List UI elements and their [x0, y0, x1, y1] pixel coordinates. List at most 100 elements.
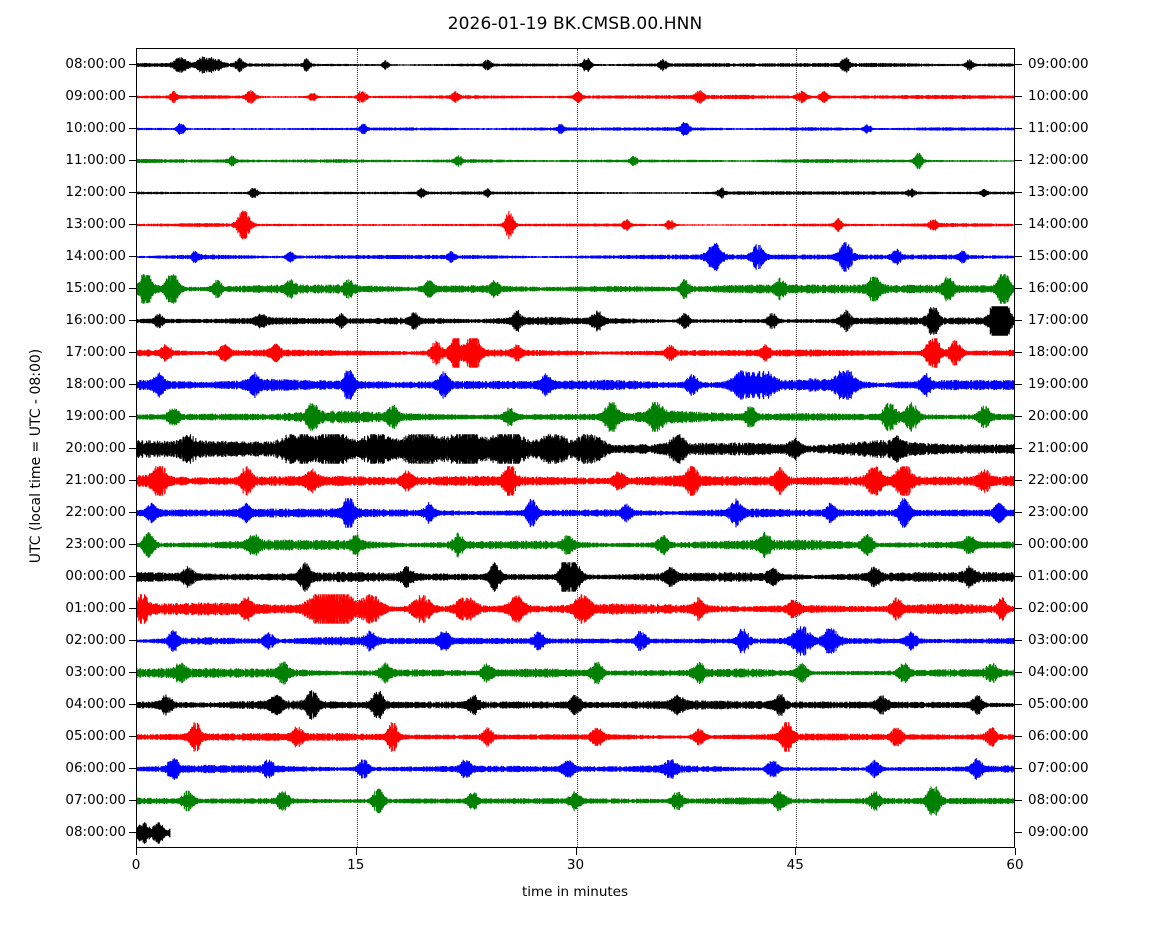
y-tick-left-4	[129, 192, 136, 193]
seismic-trace	[137, 242, 1014, 271]
x-tick-15	[355, 848, 357, 855]
seismic-trace	[137, 722, 1014, 751]
y-tick-left-17	[129, 608, 136, 609]
y-tick-left-20	[129, 704, 136, 705]
y-tick-right-5	[1015, 224, 1022, 225]
y-label-right-22: 07:00:00	[1028, 760, 1089, 776]
y-tick-left-18	[129, 640, 136, 641]
trace-row	[137, 97, 1014, 98]
y-tick-left-10	[129, 384, 136, 385]
y-label-right-23: 08:00:00	[1028, 792, 1089, 808]
y-label-right-9: 18:00:00	[1028, 344, 1089, 360]
y-label-left-14: 22:00:00	[65, 504, 126, 520]
x-label-15: 15	[347, 857, 365, 873]
seismic-trace	[137, 306, 1014, 335]
trace-row	[137, 801, 1014, 802]
y-label-right-13: 22:00:00	[1028, 472, 1089, 488]
y-label-left-18: 02:00:00	[65, 632, 126, 648]
y-label-right-16: 01:00:00	[1028, 568, 1089, 584]
trace-row	[137, 545, 1014, 546]
trace-row	[137, 129, 1014, 130]
y-label-right-19: 04:00:00	[1028, 664, 1089, 680]
y-label-left-9: 17:00:00	[65, 344, 126, 360]
seismic-trace	[137, 562, 1014, 591]
y-label-left-8: 16:00:00	[65, 312, 126, 328]
y-tick-left-8	[129, 320, 136, 321]
y-tick-left-0	[129, 64, 136, 65]
y-tick-left-5	[129, 224, 136, 225]
y-label-right-7: 16:00:00	[1028, 280, 1089, 296]
y-label-left-1: 09:00:00	[65, 88, 126, 104]
y-label-left-21: 05:00:00	[65, 728, 126, 744]
trace-row	[137, 321, 1014, 322]
y-label-left-22: 06:00:00	[65, 760, 126, 776]
y-tick-right-22	[1015, 768, 1022, 769]
seismic-trace	[137, 466, 1014, 495]
plot-area[interactable]	[136, 48, 1015, 848]
y-tick-right-15	[1015, 544, 1022, 545]
y-label-left-12: 20:00:00	[65, 440, 126, 456]
y-tick-left-15	[129, 544, 136, 545]
y-tick-right-1	[1015, 96, 1022, 97]
x-label-30: 30	[566, 857, 585, 873]
y-tick-left-22	[129, 768, 136, 769]
seismic-trace	[137, 187, 1014, 198]
seismic-trace	[137, 594, 1014, 623]
x-label-0: 0	[131, 857, 141, 873]
trace-row	[137, 65, 1014, 66]
y-tick-right-16	[1015, 576, 1022, 577]
y-tick-left-9	[129, 352, 136, 353]
y-label-left-4: 12:00:00	[65, 184, 126, 200]
seismic-trace	[137, 402, 1014, 431]
y-label-left-11: 19:00:00	[65, 408, 126, 424]
y-label-left-19: 03:00:00	[65, 664, 126, 680]
y-label-right-15: 00:00:00	[1028, 536, 1089, 552]
y-label-left-0: 08:00:00	[65, 56, 126, 72]
y-label-left-20: 04:00:00	[65, 696, 126, 712]
y-tick-left-12	[129, 448, 136, 449]
seismic-trace	[137, 153, 1014, 169]
y-label-right-14: 23:00:00	[1028, 504, 1089, 520]
y-label-left-24: 08:00:00	[65, 824, 126, 840]
y-tick-left-1	[129, 96, 136, 97]
y-label-right-5: 14:00:00	[1028, 216, 1089, 232]
y-tick-right-17	[1015, 608, 1022, 609]
seismic-trace	[137, 822, 170, 844]
trace-row	[137, 353, 1014, 354]
y-label-left-10: 18:00:00	[65, 376, 126, 392]
seismic-trace	[137, 211, 1014, 240]
y-label-left-7: 15:00:00	[65, 280, 126, 296]
y-tick-left-24	[129, 832, 136, 833]
y-label-left-15: 23:00:00	[65, 536, 126, 552]
trace-row	[137, 289, 1014, 290]
x-label-45: 45	[786, 857, 804, 873]
y-label-left-16: 00:00:00	[65, 568, 126, 584]
y-tick-right-12	[1015, 448, 1022, 449]
y-label-right-6: 15:00:00	[1028, 248, 1089, 264]
y-label-left-6: 14:00:00	[65, 248, 126, 264]
seismic-trace	[137, 370, 1014, 399]
y-tick-right-20	[1015, 704, 1022, 705]
y-tick-left-6	[129, 256, 136, 257]
x-label-60: 60	[1006, 857, 1024, 873]
trace-row	[137, 577, 1014, 578]
trace-row	[137, 609, 1014, 610]
trace-row	[137, 641, 1014, 642]
y-label-right-12: 21:00:00	[1028, 440, 1089, 456]
y-label-right-3: 12:00:00	[1028, 152, 1089, 168]
y-tick-right-9	[1015, 352, 1022, 353]
y-tick-right-11	[1015, 416, 1022, 417]
y-tick-left-11	[129, 416, 136, 417]
seismic-trace	[137, 532, 1014, 558]
x-tick-60	[1015, 848, 1016, 855]
trace-row	[137, 769, 1014, 770]
x-axis-title: time in minutes	[521, 884, 629, 900]
seismic-trace	[137, 56, 1014, 73]
y-tick-left-2	[129, 128, 136, 129]
seismic-trace	[137, 626, 1014, 655]
trace-row	[137, 385, 1014, 386]
y-label-right-24: 09:00:00	[1028, 824, 1089, 840]
y-label-right-0: 09:00:00	[1028, 56, 1089, 72]
y-tick-left-21	[129, 736, 136, 737]
seismic-trace	[137, 498, 1014, 527]
